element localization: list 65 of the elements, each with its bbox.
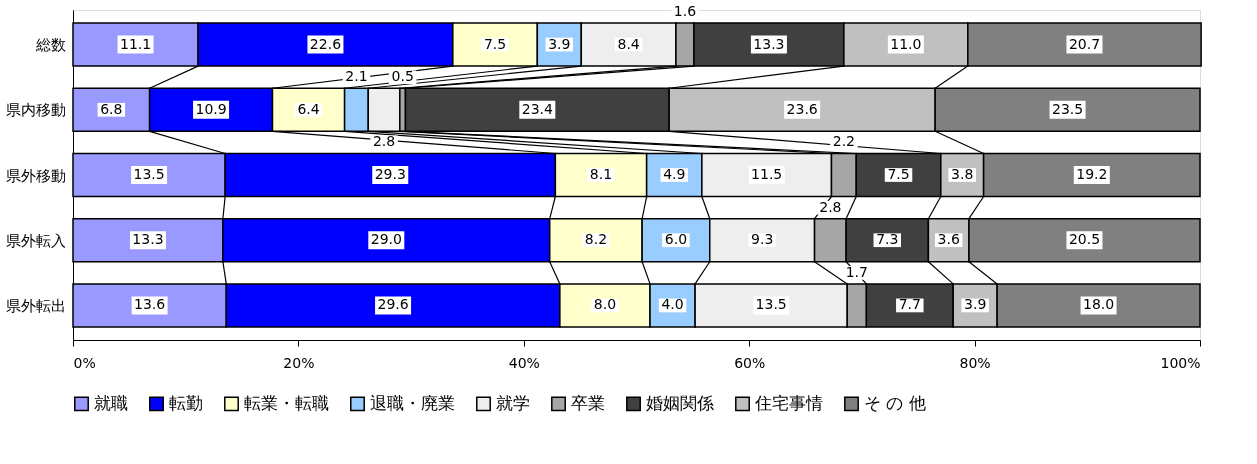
data-label: 1.7 xyxy=(845,263,868,280)
y-tick-label: 県内移動 xyxy=(5,101,66,120)
data-label: 29.0 xyxy=(370,231,402,248)
data-label: 23.4 xyxy=(521,100,553,117)
data-label: 20.5 xyxy=(1068,231,1101,248)
data-label: 0.5 xyxy=(391,68,414,85)
legend-label: 就職 xyxy=(94,392,128,413)
x-tick-label: 0% xyxy=(73,354,96,371)
data-label: 18.0 xyxy=(1082,296,1115,313)
data-label: 19.2 xyxy=(1076,166,1108,182)
data-label: 11.1 xyxy=(119,35,152,52)
x-tick-label: 20% xyxy=(283,354,315,371)
legend-label: 婚姻関係 xyxy=(646,392,714,413)
data-label: 7.5 xyxy=(483,35,507,52)
legend-label: 退職・廃業 xyxy=(370,392,455,413)
data-label: 23.6 xyxy=(786,100,818,117)
data-label: 4.0 xyxy=(661,296,684,313)
data-label: 6.4 xyxy=(297,100,320,117)
data-label: 8.2 xyxy=(584,231,608,248)
x-tick-label: 100% xyxy=(1160,354,1201,371)
x-tick-label: 40% xyxy=(508,354,540,371)
data-label: 9.3 xyxy=(751,231,774,248)
data-label: 2.8 xyxy=(819,198,842,215)
data-label: 7.5 xyxy=(887,166,910,182)
data-label: 4.9 xyxy=(663,166,686,182)
y-tick-label: 県外転出 xyxy=(5,296,66,315)
data-label: 2.2 xyxy=(832,133,855,150)
data-label: 13.3 xyxy=(753,35,785,52)
data-label: 13.3 xyxy=(132,231,164,248)
data-label: 3.9 xyxy=(548,35,571,52)
data-label: 2.1 xyxy=(345,68,368,85)
data-label: 8.1 xyxy=(589,166,613,182)
x-tick-label: 60% xyxy=(734,354,766,371)
data-label: 6.8 xyxy=(100,100,123,117)
data-label: 29.3 xyxy=(374,166,406,182)
data-label: 3.6 xyxy=(937,231,960,248)
data-label: 13.5 xyxy=(755,296,787,313)
y-tick-label: 総数 xyxy=(34,36,66,55)
data-label: 13.5 xyxy=(133,166,165,182)
data-label: 29.6 xyxy=(377,296,409,313)
x-tick-label: 80% xyxy=(959,354,991,371)
data-label: 1.6 xyxy=(673,3,697,20)
y-tick-label: 県外転入 xyxy=(5,231,66,250)
data-label: 13.6 xyxy=(134,296,166,313)
legend-label: そ の 他 xyxy=(864,392,926,413)
data-label: 8.0 xyxy=(593,296,617,313)
legend-label: 転勤 xyxy=(169,392,203,413)
data-label: 11.5 xyxy=(751,166,783,182)
data-label: 10.9 xyxy=(195,100,227,117)
data-label: 7.3 xyxy=(876,231,899,248)
data-label: 6.0 xyxy=(664,231,688,248)
y-tick-label: 県外移動 xyxy=(5,166,66,185)
legend-label: 卒業 xyxy=(571,392,605,413)
data-label: 3.8 xyxy=(951,166,974,182)
legend-label: 転業・転職 xyxy=(244,392,329,413)
legend-label: 就学 xyxy=(496,392,530,413)
data-label: 23.5 xyxy=(1051,100,1084,117)
data-label: 11.0 xyxy=(890,35,922,52)
data-label: 7.7 xyxy=(898,296,921,313)
legend-label: 住宅事情 xyxy=(754,392,823,413)
data-label: 22.6 xyxy=(309,35,342,52)
data-label: 3.9 xyxy=(964,296,987,313)
data-label: 20.7 xyxy=(1068,35,1101,52)
data-label: 2.8 xyxy=(372,133,396,150)
data-label: 8.4 xyxy=(617,35,640,52)
